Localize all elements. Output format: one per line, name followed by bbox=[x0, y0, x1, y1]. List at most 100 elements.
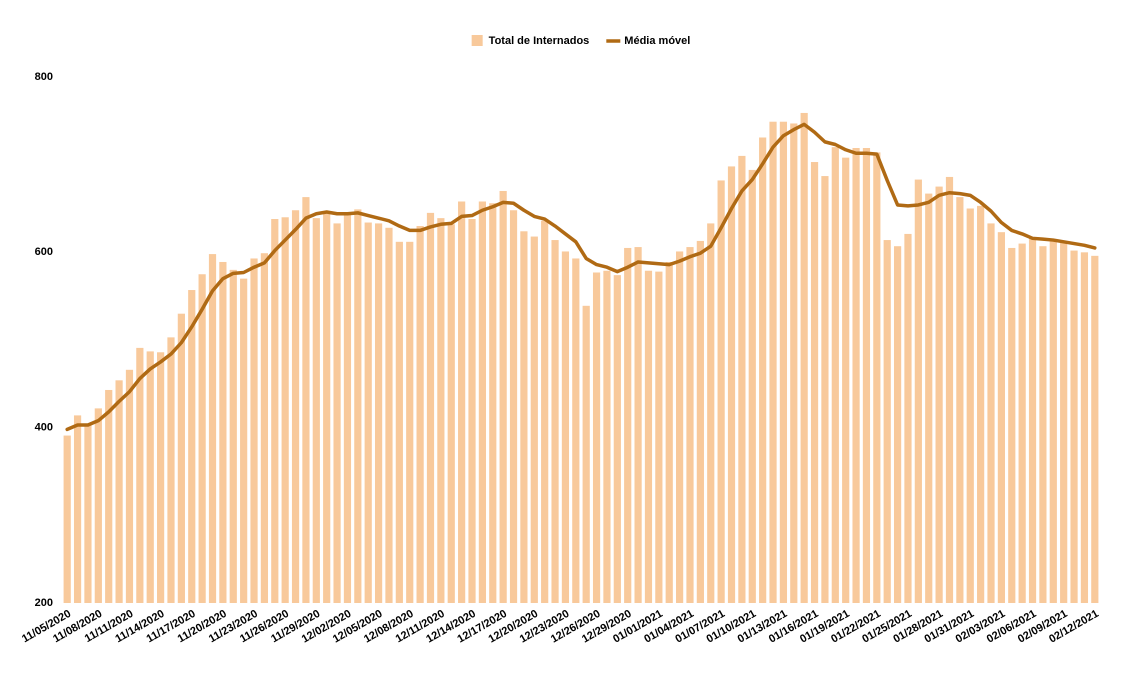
bar bbox=[188, 290, 196, 603]
bar bbox=[125, 369, 134, 603]
y-tick-label: 200 bbox=[35, 597, 53, 609]
bar bbox=[198, 274, 206, 603]
legend: Total de Internados Média móvel bbox=[471, 35, 690, 47]
y-tick-label: 800 bbox=[35, 71, 53, 83]
bar bbox=[385, 227, 393, 603]
bar bbox=[1080, 252, 1089, 604]
bar bbox=[790, 123, 798, 604]
bar bbox=[956, 197, 964, 603]
bar bbox=[219, 261, 227, 603]
bar bbox=[810, 162, 819, 603]
bar bbox=[987, 223, 995, 604]
bar bbox=[800, 112, 808, 604]
bar bbox=[717, 180, 725, 604]
bar bbox=[291, 210, 300, 603]
bar bbox=[592, 272, 601, 603]
bar bbox=[914, 179, 922, 603]
bar bbox=[748, 169, 756, 603]
bar bbox=[208, 254, 217, 603]
bar bbox=[63, 435, 71, 603]
bar bbox=[354, 209, 362, 604]
bar bbox=[271, 219, 279, 603]
bar bbox=[738, 155, 746, 603]
bar bbox=[842, 157, 850, 604]
bar bbox=[997, 232, 1005, 604]
bar bbox=[115, 380, 123, 603]
bar bbox=[499, 190, 507, 603]
bar bbox=[831, 147, 839, 603]
bar bbox=[945, 176, 954, 603]
bar bbox=[676, 251, 684, 603]
bar bbox=[935, 186, 943, 604]
bar bbox=[260, 253, 269, 603]
bar bbox=[364, 222, 372, 603]
y-tick-label: 600 bbox=[35, 246, 53, 258]
bar bbox=[759, 137, 767, 604]
bar bbox=[925, 193, 933, 603]
bar bbox=[1039, 246, 1047, 604]
bar bbox=[572, 258, 580, 603]
bar bbox=[696, 240, 704, 604]
bar bbox=[769, 121, 777, 604]
bar bbox=[707, 223, 715, 604]
bar bbox=[541, 220, 549, 604]
bar bbox=[1060, 242, 1068, 603]
bar bbox=[655, 271, 663, 603]
bar bbox=[603, 270, 611, 603]
bar bbox=[94, 408, 102, 603]
bar bbox=[551, 240, 559, 603]
bar bbox=[862, 148, 871, 603]
bar bbox=[374, 223, 383, 604]
bar bbox=[426, 212, 435, 603]
bar bbox=[779, 121, 788, 604]
bar bbox=[1091, 255, 1099, 603]
bar bbox=[458, 201, 466, 603]
bar bbox=[520, 231, 528, 603]
bar bbox=[634, 247, 642, 603]
bar bbox=[105, 389, 113, 603]
bar bbox=[468, 219, 476, 603]
legend-label: Total de Internados bbox=[489, 35, 590, 47]
bar bbox=[613, 275, 621, 603]
bar bbox=[395, 241, 403, 603]
bar bbox=[323, 213, 331, 603]
bar bbox=[873, 152, 881, 604]
bar bbox=[146, 351, 154, 603]
legend-swatch bbox=[471, 35, 483, 46]
bar bbox=[1028, 238, 1037, 603]
bar bbox=[977, 205, 985, 603]
bar bbox=[624, 247, 632, 603]
bar bbox=[136, 347, 144, 603]
moving-average-line bbox=[65, 122, 1097, 432]
bar bbox=[883, 240, 891, 603]
bar bbox=[509, 210, 518, 603]
bar bbox=[478, 201, 486, 603]
bar bbox=[665, 261, 673, 603]
bar bbox=[644, 270, 653, 603]
legend-label: Média móvel bbox=[624, 35, 690, 47]
bar bbox=[447, 224, 455, 603]
bar bbox=[229, 269, 237, 603]
bar bbox=[84, 425, 92, 603]
bar bbox=[821, 176, 829, 603]
bar bbox=[281, 217, 289, 603]
bar bbox=[686, 247, 694, 603]
bar bbox=[904, 233, 912, 603]
bar bbox=[177, 313, 185, 603]
bar bbox=[489, 203, 497, 604]
bar bbox=[343, 212, 352, 603]
bar bbox=[1070, 250, 1078, 603]
bar bbox=[1018, 243, 1026, 604]
bar bbox=[240, 278, 248, 603]
bar bbox=[157, 352, 165, 603]
bar bbox=[250, 258, 258, 603]
bar bbox=[966, 208, 974, 603]
bar bbox=[416, 226, 424, 604]
y-tick-label: 400 bbox=[35, 422, 53, 434]
bar bbox=[852, 148, 860, 603]
bar bbox=[893, 246, 902, 604]
bar bbox=[727, 166, 736, 604]
bar bbox=[1008, 247, 1016, 603]
bar bbox=[312, 218, 320, 604]
